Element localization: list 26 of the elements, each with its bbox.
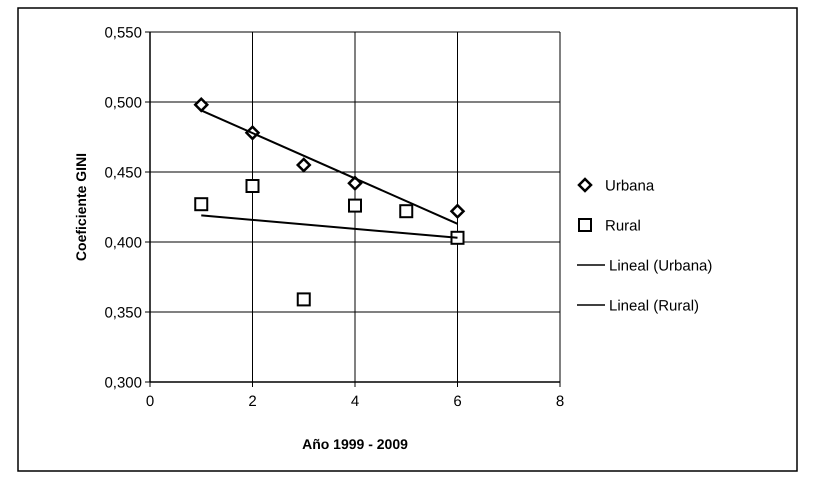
x-tick-label: 8 [556,393,564,410]
y-tick-label: 0,350 [104,304,142,322]
y-tick-label: 0,400 [104,234,142,252]
x-tick-label: 0 [146,393,154,410]
legend-label: Urbana [605,177,655,194]
point [450,204,465,218]
y-tick-label: 0,500 [104,94,142,112]
point [246,179,260,193]
point [194,98,208,112]
y-tick-label: 0,550 [104,24,142,42]
x-tick-label: 6 [453,393,462,410]
point [399,204,414,218]
legend-label: Rural [605,217,641,234]
point [194,197,208,212]
point [348,198,362,213]
point [450,230,464,245]
legend-label: Lineal (Rural) [609,297,700,314]
y-axis-title: Coeficiente GINI [73,152,89,262]
point [296,292,311,306]
legend-label: Lineal (Urbana) [609,257,712,274]
y-tick-label: 0,300 [104,374,142,392]
x-tick-label: 2 [248,393,257,410]
x-axis-title: Año 1999 - 2009 [302,436,408,452]
x-tick-label: 4 [350,393,360,410]
y-tick-label: 0,450 [104,164,142,182]
point [296,158,311,172]
